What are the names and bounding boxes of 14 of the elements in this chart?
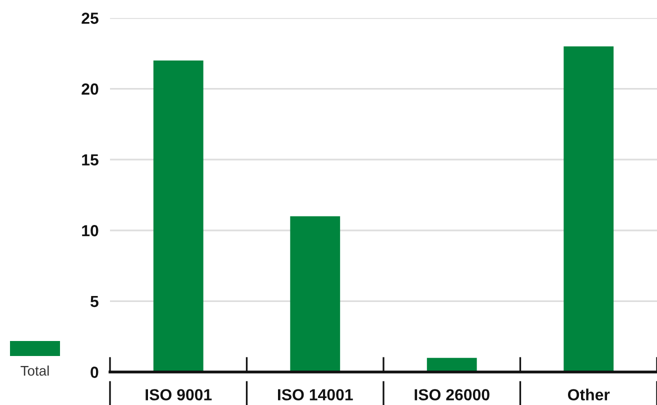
x-tick-label: Other — [568, 388, 610, 400]
y-tick-label: 5 — [90, 296, 98, 308]
y-tick-label: 0 — [90, 366, 98, 378]
y-tick-label: 10 — [82, 225, 98, 236]
bar — [290, 216, 340, 372]
y-tick-label: 25 — [82, 12, 98, 24]
legend-label: Total — [20, 366, 49, 376]
y-tick-label: 20 — [82, 83, 98, 95]
x-tick-label: ISO 9001 — [146, 389, 212, 400]
y-tick-label: 15 — [82, 154, 98, 166]
x-tick-label: ISO 26000 — [414, 389, 490, 400]
x-tick-label: ISO 14001 — [278, 389, 353, 400]
bar — [564, 46, 614, 372]
bar — [153, 60, 204, 372]
